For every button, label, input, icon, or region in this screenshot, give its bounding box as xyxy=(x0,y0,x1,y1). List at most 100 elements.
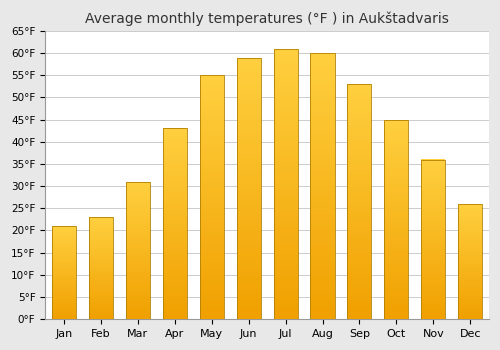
Bar xyxy=(422,281,446,284)
Bar xyxy=(162,308,186,312)
Bar xyxy=(236,314,260,319)
Bar xyxy=(458,257,482,259)
Bar xyxy=(422,233,446,236)
Bar xyxy=(52,232,76,233)
Bar xyxy=(200,304,224,309)
Bar xyxy=(348,281,372,286)
Bar xyxy=(310,106,334,112)
Bar xyxy=(88,317,112,319)
Bar xyxy=(384,299,408,303)
Bar xyxy=(88,260,112,262)
Bar xyxy=(236,63,260,68)
Bar xyxy=(384,295,408,299)
Bar xyxy=(348,277,372,281)
Bar xyxy=(458,266,482,268)
Bar xyxy=(384,180,408,183)
Bar xyxy=(162,136,186,140)
Bar xyxy=(88,266,112,268)
Bar xyxy=(236,194,260,199)
Bar xyxy=(162,140,186,144)
Bar xyxy=(200,183,224,188)
Bar xyxy=(384,311,408,315)
Bar xyxy=(88,254,112,256)
Bar xyxy=(458,222,482,225)
Bar xyxy=(422,287,446,290)
Bar xyxy=(422,185,446,188)
Bar xyxy=(310,80,334,85)
Bar xyxy=(162,216,186,220)
Bar xyxy=(348,296,372,300)
Bar xyxy=(422,236,446,239)
Bar xyxy=(162,273,186,277)
Bar xyxy=(458,285,482,287)
Bar xyxy=(422,300,446,303)
Bar xyxy=(458,225,482,227)
Bar xyxy=(384,211,408,215)
Bar xyxy=(274,276,297,281)
Bar xyxy=(126,204,150,206)
Bar xyxy=(310,287,334,293)
Bar xyxy=(348,258,372,263)
Bar xyxy=(126,217,150,220)
Bar xyxy=(52,273,76,274)
Bar xyxy=(422,208,446,211)
Bar xyxy=(162,178,186,182)
Bar xyxy=(236,256,260,261)
Bar xyxy=(162,247,186,251)
Bar xyxy=(348,253,372,258)
Bar xyxy=(384,291,408,295)
Bar xyxy=(458,287,482,289)
Bar xyxy=(52,286,76,287)
Bar xyxy=(88,236,112,238)
Bar xyxy=(458,229,482,232)
Bar xyxy=(384,228,408,231)
Bar xyxy=(310,245,334,250)
Bar xyxy=(200,275,224,280)
Bar xyxy=(162,258,186,262)
Bar xyxy=(274,314,297,319)
Bar xyxy=(162,170,186,174)
Bar xyxy=(126,209,150,212)
Bar xyxy=(384,275,408,279)
Bar xyxy=(310,58,334,64)
Bar xyxy=(458,213,482,215)
Bar xyxy=(236,110,260,115)
Bar xyxy=(458,204,482,319)
Bar xyxy=(274,135,297,141)
Bar xyxy=(422,239,446,243)
Bar xyxy=(310,144,334,149)
Bar xyxy=(310,112,334,117)
Bar xyxy=(384,255,408,259)
Bar xyxy=(52,265,76,267)
Bar xyxy=(88,301,112,303)
Bar xyxy=(126,239,150,242)
Bar xyxy=(274,76,297,81)
Bar xyxy=(274,146,297,152)
Bar xyxy=(384,124,408,128)
Bar xyxy=(310,276,334,282)
Bar xyxy=(200,144,224,148)
Bar xyxy=(422,316,446,319)
Bar xyxy=(162,251,186,254)
Bar xyxy=(88,303,112,305)
Bar xyxy=(274,216,297,222)
Bar xyxy=(384,215,408,219)
Bar xyxy=(236,188,260,194)
Bar xyxy=(236,261,260,267)
Bar xyxy=(348,267,372,272)
Bar xyxy=(310,308,334,314)
Bar xyxy=(126,245,150,248)
Bar xyxy=(274,308,297,314)
Bar xyxy=(310,208,334,213)
Bar xyxy=(88,282,112,285)
Bar xyxy=(236,157,260,162)
Bar xyxy=(126,270,150,272)
Bar xyxy=(422,160,446,319)
Bar xyxy=(422,195,446,198)
Bar xyxy=(422,220,446,223)
Bar xyxy=(126,229,150,231)
Bar xyxy=(126,261,150,264)
Bar xyxy=(236,225,260,230)
Bar xyxy=(384,132,408,135)
Bar xyxy=(348,211,372,216)
